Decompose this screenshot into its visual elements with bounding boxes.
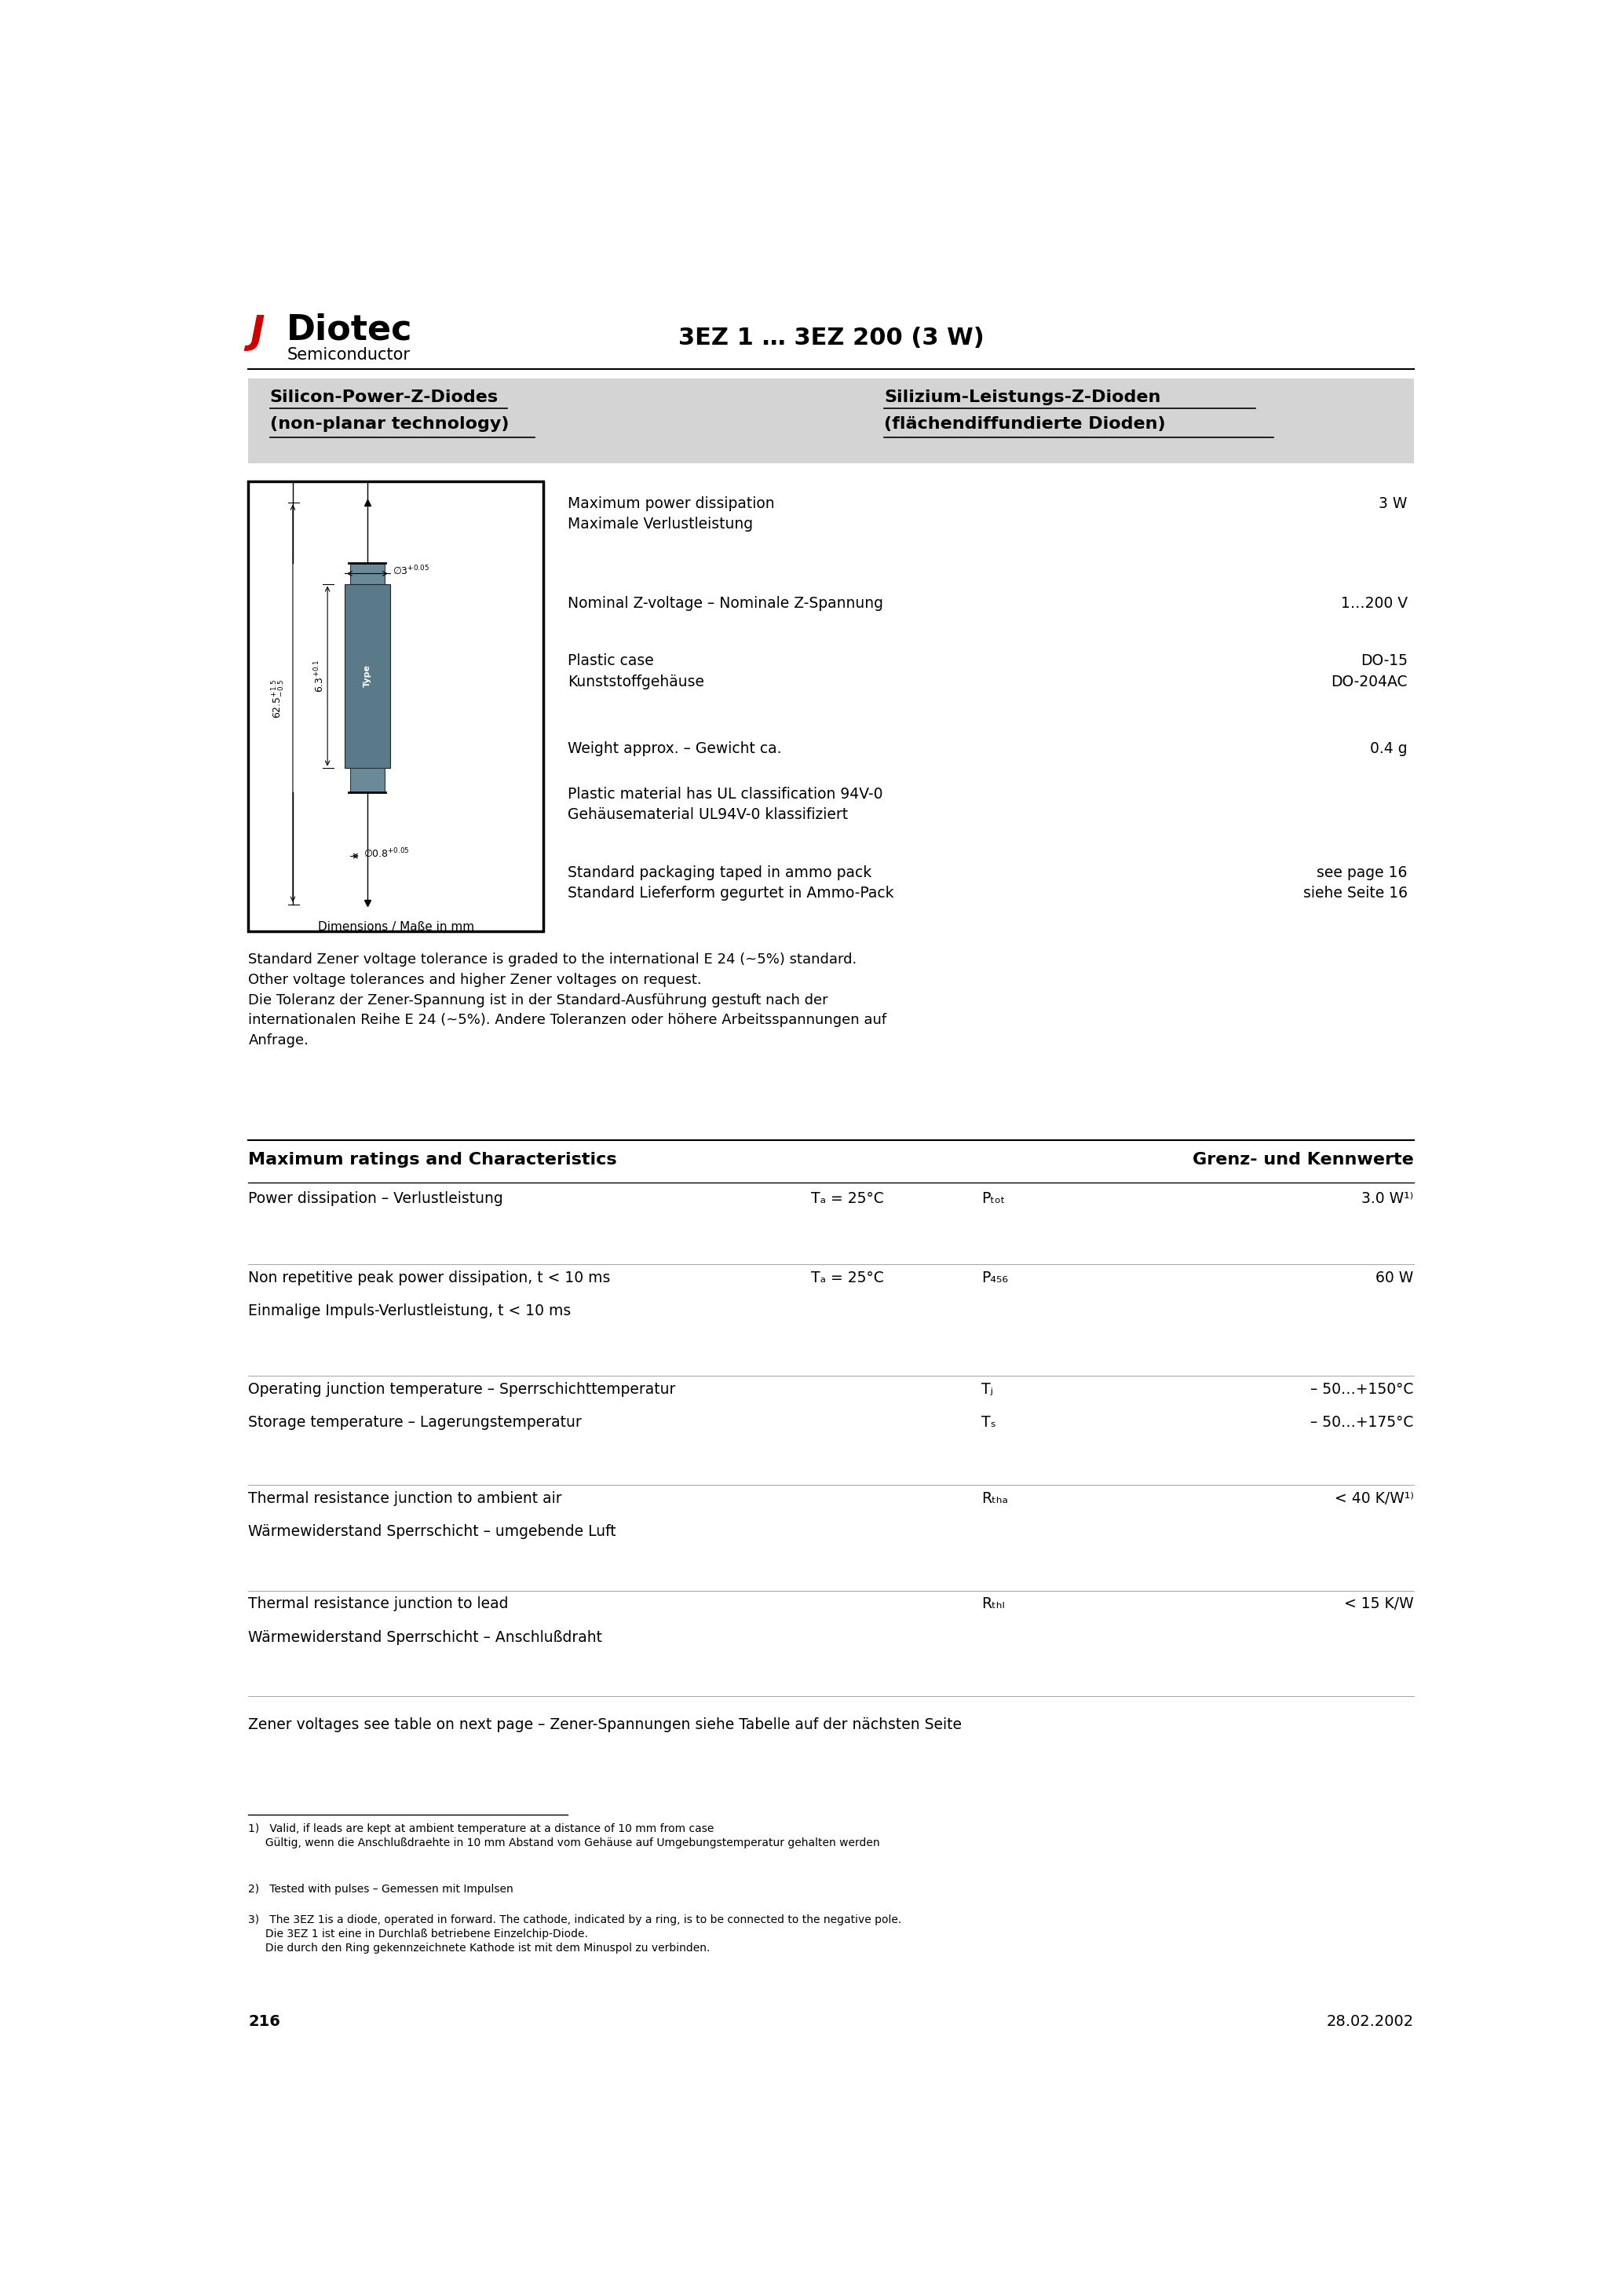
Text: < 40 K/W¹⁾: < 40 K/W¹⁾ bbox=[1335, 1490, 1413, 1506]
Text: 0.4 g: 0.4 g bbox=[1371, 742, 1408, 755]
Text: (non-planar technology): (non-planar technology) bbox=[269, 416, 509, 432]
Text: Tₐ = 25°C: Tₐ = 25°C bbox=[811, 1192, 884, 1205]
Text: Silizium-Leistungs-Z-Dioden: Silizium-Leistungs-Z-Dioden bbox=[884, 390, 1161, 404]
Text: 3)   The 3EZ 1is a diode, operated in forward. The cathode, indicated by a ring,: 3) The 3EZ 1is a diode, operated in forw… bbox=[248, 1915, 902, 1954]
Text: Zener voltages see table on next page – Zener-Spannungen siehe Tabelle auf der n: Zener voltages see table on next page – … bbox=[248, 1717, 962, 1733]
Text: Semiconductor: Semiconductor bbox=[287, 347, 410, 363]
Text: Plastic material has UL classification 94V-0
Gehäusematerial UL94V-0 klassifizie: Plastic material has UL classification 9… bbox=[568, 788, 882, 822]
Text: Weight approx. – Gewicht ca.: Weight approx. – Gewicht ca. bbox=[568, 742, 782, 755]
Text: Pₜₒₜ: Pₜₒₜ bbox=[981, 1192, 1006, 1205]
Text: Thermal resistance junction to lead: Thermal resistance junction to lead bbox=[248, 1596, 509, 1612]
Text: J: J bbox=[250, 312, 264, 351]
Text: Operating junction temperature – Sperrschichttemperatur: Operating junction temperature – Sperrsc… bbox=[248, 1382, 676, 1396]
Text: 3 W: 3 W bbox=[1379, 496, 1408, 512]
Bar bbox=[248, 379, 1413, 464]
Text: Grenz- und Kennwerte: Grenz- und Kennwerte bbox=[1192, 1153, 1413, 1169]
Text: (flächendiffundierte Dioden): (flächendiffundierte Dioden) bbox=[884, 416, 1166, 432]
Text: Power dissipation – Verlustleistung: Power dissipation – Verlustleistung bbox=[248, 1192, 503, 1205]
Text: Thermal resistance junction to ambient air: Thermal resistance junction to ambient a… bbox=[248, 1490, 563, 1506]
Text: P₄₅₆: P₄₅₆ bbox=[981, 1270, 1009, 1286]
Text: Dimensions / Maße in mm: Dimensions / Maße in mm bbox=[318, 921, 474, 932]
Text: < 15 K/W: < 15 K/W bbox=[1345, 1596, 1413, 1612]
Text: 216: 216 bbox=[248, 2014, 281, 2030]
Text: 1)   Valid, if leads are kept at ambient temperature at a distance of 10 mm from: 1) Valid, if leads are kept at ambient t… bbox=[248, 1823, 881, 1848]
Text: Type: Type bbox=[363, 664, 371, 687]
Text: Standard Zener voltage tolerance is graded to the international E 24 (~5%) stand: Standard Zener voltage tolerance is grad… bbox=[248, 953, 887, 1047]
Text: 28.02.2002: 28.02.2002 bbox=[1327, 2014, 1413, 2030]
Text: Non repetitive peak power dissipation, t < 10 ms: Non repetitive peak power dissipation, t… bbox=[248, 1270, 610, 1286]
Text: Tₛ: Tₛ bbox=[981, 1414, 996, 1430]
Text: Plastic case
Kunststoffgehäuse: Plastic case Kunststoffgehäuse bbox=[568, 654, 704, 689]
Text: Wärmewiderstand Sperrschicht – Anschlußdraht: Wärmewiderstand Sperrschicht – Anschlußd… bbox=[248, 1630, 602, 1644]
Text: 62.5$^{+1.5}_{-0.5}$: 62.5$^{+1.5}_{-0.5}$ bbox=[271, 680, 287, 719]
Text: – 50…+175°C: – 50…+175°C bbox=[1311, 1414, 1413, 1430]
Text: Rₜₕₗ: Rₜₕₗ bbox=[981, 1596, 1004, 1612]
Text: Wärmewiderstand Sperrschicht – umgebende Luft: Wärmewiderstand Sperrschicht – umgebende… bbox=[248, 1525, 616, 1538]
Text: Einmalige Impuls-Verlustleistung, t < 10 ms: Einmalige Impuls-Verlustleistung, t < 10… bbox=[248, 1304, 571, 1318]
Text: 6.3$^{+0.1}$: 6.3$^{+0.1}$ bbox=[313, 659, 326, 693]
Text: $\emptyset$0.8$^{+0.05}$: $\emptyset$0.8$^{+0.05}$ bbox=[363, 847, 409, 861]
Text: 60 W: 60 W bbox=[1375, 1270, 1413, 1286]
Bar bbox=[350, 563, 384, 583]
Bar bbox=[248, 482, 543, 932]
Text: Maximum power dissipation
Maximale Verlustleistung: Maximum power dissipation Maximale Verlu… bbox=[568, 496, 775, 533]
Text: Tₐ = 25°C: Tₐ = 25°C bbox=[811, 1270, 884, 1286]
Text: 3.0 W¹⁾: 3.0 W¹⁾ bbox=[1361, 1192, 1413, 1205]
Text: Tⱼ: Tⱼ bbox=[981, 1382, 993, 1396]
Text: Silicon-Power-Z-Diodes: Silicon-Power-Z-Diodes bbox=[269, 390, 498, 404]
Text: – 50…+150°C: – 50…+150°C bbox=[1311, 1382, 1413, 1396]
Text: 3EZ 1 … 3EZ 200 (3 W): 3EZ 1 … 3EZ 200 (3 W) bbox=[678, 326, 985, 349]
Text: Storage temperature – Lagerungstemperatur: Storage temperature – Lagerungstemperatu… bbox=[248, 1414, 582, 1430]
Text: Maximum ratings and Characteristics: Maximum ratings and Characteristics bbox=[248, 1153, 616, 1169]
Text: see page 16
siehe Seite 16: see page 16 siehe Seite 16 bbox=[1302, 866, 1408, 900]
Text: 1…200 V: 1…200 V bbox=[1341, 597, 1408, 611]
Bar bbox=[344, 583, 391, 769]
Text: Nominal Z-voltage – Nominale Z-Spannung: Nominal Z-voltage – Nominale Z-Spannung bbox=[568, 597, 884, 611]
Text: DO-15
DO-204AC: DO-15 DO-204AC bbox=[1332, 654, 1408, 689]
Text: Standard packaging taped in ammo pack
Standard Lieferform gegurtet in Ammo-Pack: Standard packaging taped in ammo pack St… bbox=[568, 866, 894, 900]
Text: $\emptyset$3$^{+0.05}$: $\emptyset$3$^{+0.05}$ bbox=[393, 565, 430, 576]
Bar bbox=[350, 769, 384, 792]
Text: Rₜₕₐ: Rₜₕₐ bbox=[981, 1490, 1009, 1506]
Text: 2)   Tested with pulses – Gemessen mit Impulsen: 2) Tested with pulses – Gemessen mit Imp… bbox=[248, 1883, 514, 1894]
Text: Diotec: Diotec bbox=[287, 312, 412, 347]
